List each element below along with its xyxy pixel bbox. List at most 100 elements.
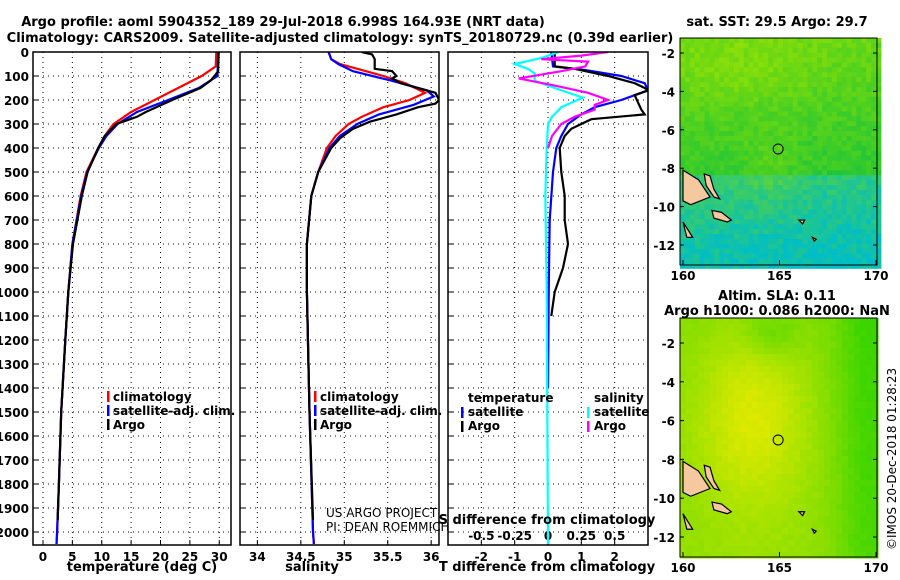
heatmap-cell <box>733 62 740 68</box>
heatmap-cell <box>753 214 759 220</box>
heatmap-cell <box>743 136 750 142</box>
heatmap-cell <box>709 96 715 103</box>
heatmap-cell <box>872 348 879 355</box>
heatmap-cell <box>797 111 803 117</box>
island-landmass <box>711 501 733 515</box>
heatmap-cell <box>872 480 879 487</box>
heatmap-cell <box>788 456 795 463</box>
heatmap-cell <box>782 462 789 469</box>
heatmap-cell <box>768 57 774 63</box>
heatmap-cell <box>782 96 789 103</box>
heatmap-cell <box>822 253 828 259</box>
heatmap-cell <box>792 91 799 98</box>
heatmap-cell <box>719 72 725 78</box>
heatmap-cell <box>856 62 862 68</box>
heatmap-cell <box>866 540 873 547</box>
heatmap-cell <box>782 140 789 147</box>
heatmap-cell <box>872 486 879 493</box>
heatmap-cell <box>758 234 764 240</box>
heatmap-cell <box>738 116 745 122</box>
heatmap-cell <box>812 106 818 112</box>
heatmap-cell <box>848 324 855 331</box>
heatmap-cell <box>752 426 759 433</box>
heatmap-cell <box>752 420 759 427</box>
heatmap-cell <box>794 396 801 403</box>
heatmap-cell <box>758 336 765 343</box>
heatmap-cell <box>714 106 720 112</box>
heatmap-cell <box>851 72 857 78</box>
heatmap-cell <box>817 82 823 88</box>
heatmap-cell <box>842 384 849 391</box>
heatmap-cell <box>686 498 693 505</box>
heatmap-cell <box>797 204 803 210</box>
heatmap-cell <box>831 38 838 44</box>
heatmap-cell <box>812 378 819 385</box>
heatmap-cell <box>866 224 872 230</box>
heatmap-cell <box>831 82 838 88</box>
heatmap-cell <box>684 131 691 137</box>
heatmap-cell <box>876 180 882 186</box>
heatmap-cell <box>866 263 872 269</box>
heatmap-cell <box>806 396 813 403</box>
heatmap-cell <box>764 516 771 523</box>
heatmap-cell <box>770 384 777 391</box>
heatmap-cell <box>689 224 696 230</box>
heatmap-cell <box>699 229 705 235</box>
heatmap-cell <box>768 263 774 269</box>
heatmap-cell <box>684 116 691 122</box>
heatmap-cell <box>861 121 867 127</box>
heatmap-cell <box>788 330 795 337</box>
heatmap-cell <box>782 348 789 355</box>
heatmap-cell <box>812 170 818 176</box>
heatmap-cell <box>704 438 711 445</box>
heatmap-cell <box>698 510 705 517</box>
heatmap-cell <box>764 318 771 325</box>
heatmap-cell <box>758 140 764 147</box>
heatmap-cell <box>724 229 730 235</box>
heatmap-cell <box>842 534 849 541</box>
heatmap-cell <box>729 253 735 259</box>
heatmap-cell <box>807 214 813 220</box>
heatmap-cell <box>729 57 735 63</box>
heatmap-cell <box>758 263 764 269</box>
heatmap-cell <box>807 77 813 83</box>
heatmap-cell <box>812 390 819 397</box>
heatmap-cell <box>792 116 799 122</box>
heatmap-cell <box>876 131 882 137</box>
heatmap-cell <box>752 366 759 373</box>
island-landmass <box>682 513 694 530</box>
heatmap-cell <box>753 126 759 132</box>
heatmap-cell <box>722 474 729 481</box>
heatmap-cell <box>728 336 735 343</box>
heatmap-cell <box>794 540 801 547</box>
heatmap-cell <box>860 354 867 361</box>
heatmap-cell <box>709 214 715 220</box>
heatmap-cell <box>800 384 807 391</box>
heatmap-cell <box>856 175 862 181</box>
heatmap-cell <box>743 145 750 152</box>
heatmap-cell <box>704 238 710 245</box>
heatmap-cell <box>719 62 725 68</box>
heatmap-cell <box>692 414 699 421</box>
heatmap-cell <box>854 432 861 439</box>
heatmap-cell <box>763 199 769 206</box>
heatmap-cell <box>740 402 747 409</box>
heatmap-cell <box>797 67 803 73</box>
heatmap-cell <box>827 38 833 44</box>
heatmap-cell <box>758 378 765 385</box>
heatmap-cell <box>692 510 699 517</box>
heatmap-cell <box>788 540 795 547</box>
heatmap-cell <box>758 82 764 88</box>
heatmap-cell <box>689 204 696 210</box>
heatmap-cell <box>722 372 729 379</box>
heatmap-cell <box>787 67 794 73</box>
heatmap-cell <box>851 194 857 201</box>
heatmap-cell <box>733 248 740 255</box>
heatmap-cell <box>776 390 783 397</box>
heatmap-cell <box>738 234 745 240</box>
heatmap-cell <box>746 324 753 331</box>
heatmap-cell <box>841 106 848 112</box>
heatmap-cell <box>788 450 795 457</box>
heatmap-cell <box>719 258 725 264</box>
heatmap-cell <box>846 52 852 59</box>
